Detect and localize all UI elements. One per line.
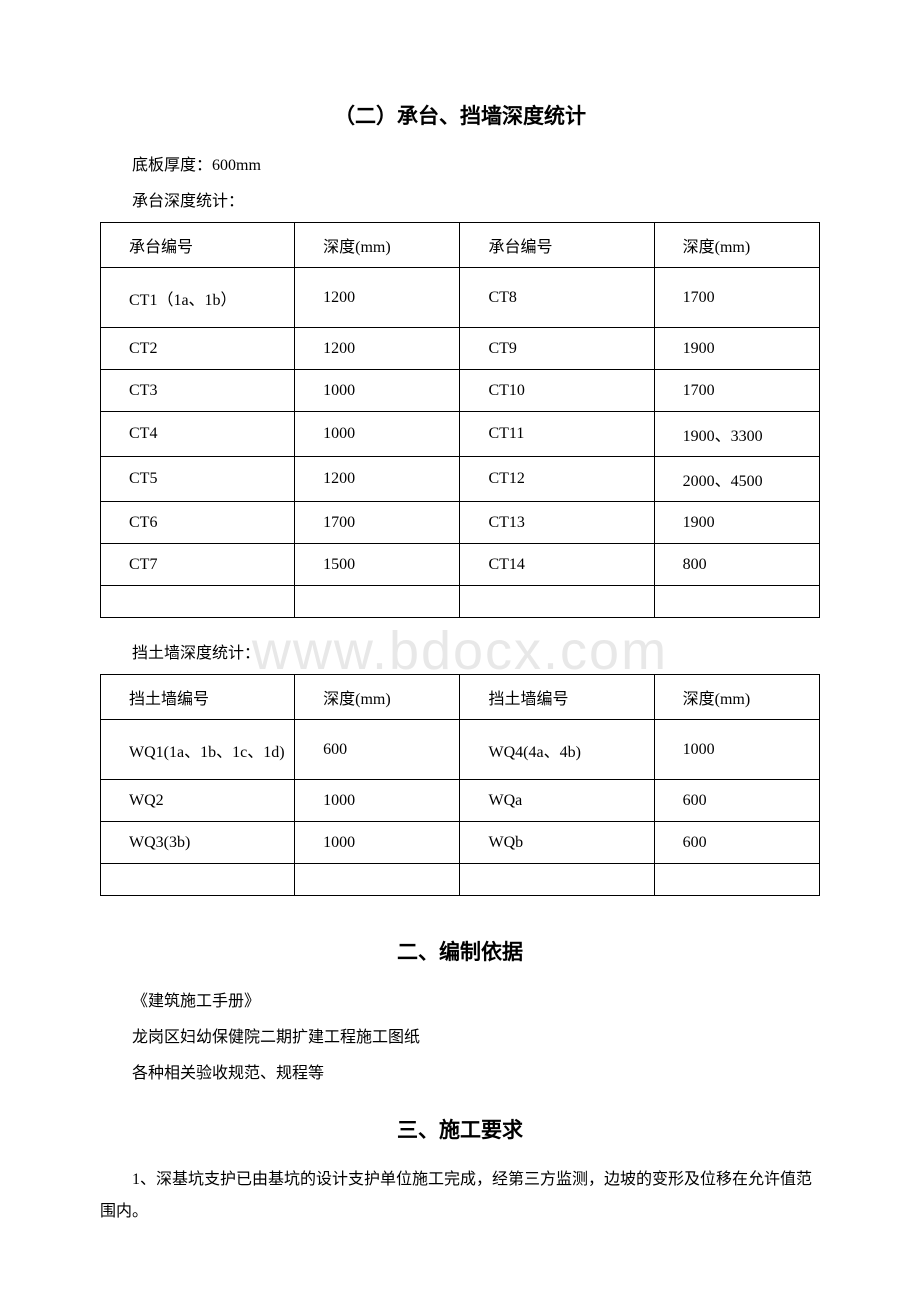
table-cell: CT2 <box>101 328 295 370</box>
table-cell: 1700 <box>295 502 460 544</box>
table-row <box>101 864 820 896</box>
basis-item: 《建筑施工手册》 <box>100 986 820 1018</box>
table-row: WQ1(1a、1b、1c、1d) 600 WQ4(4a、4b) 1000 <box>101 720 820 780</box>
table-cell: WQa <box>460 780 654 822</box>
table-header: 承台编号 <box>101 223 295 268</box>
table-row: CT5 1200 CT12 2000、4500 <box>101 457 820 502</box>
text-ct-stats-label: 承台深度统计： <box>100 186 820 218</box>
table-cell: CT7 <box>101 544 295 586</box>
table-cell: CT10 <box>460 370 654 412</box>
table-cell: 1000 <box>295 822 460 864</box>
table-cell <box>654 864 819 896</box>
table-cell: 1900 <box>654 328 819 370</box>
table-cell: WQb <box>460 822 654 864</box>
table-cell <box>460 864 654 896</box>
basis-item: 龙岗区妇幼保健院二期扩建工程施工图纸 <box>100 1022 820 1054</box>
table-cell: CT14 <box>460 544 654 586</box>
text-base-thickness: 底板厚度：600mm <box>100 150 820 182</box>
table-cell: CT4 <box>101 412 295 457</box>
table-row: 挡土墙编号 深度(mm) 挡土墙编号 深度(mm) <box>101 675 820 720</box>
document-content: （二）承台、挡墙深度统计 底板厚度：600mm 承台深度统计： 承台编号 深度(… <box>100 100 820 1228</box>
table-cell <box>460 586 654 618</box>
table-cell <box>295 864 460 896</box>
table-cell: 800 <box>654 544 819 586</box>
section1-title: （二）承台、挡墙深度统计 <box>100 100 820 130</box>
table-cell: 1900、3300 <box>654 412 819 457</box>
table-header: 深度(mm) <box>654 223 819 268</box>
table-cell: 600 <box>654 780 819 822</box>
table-cell: CT5 <box>101 457 295 502</box>
table-header: 深度(mm) <box>295 675 460 720</box>
table-row <box>101 586 820 618</box>
table-ct-depth: 承台编号 深度(mm) 承台编号 深度(mm) CT1（1a、1b） 1200 … <box>100 222 820 618</box>
table-row: WQ2 1000 WQa 600 <box>101 780 820 822</box>
table-cell: 1000 <box>295 370 460 412</box>
table-cell: WQ2 <box>101 780 295 822</box>
table-cell: WQ4(4a、4b) <box>460 720 654 780</box>
table-cell: 1900 <box>654 502 819 544</box>
table-cell: CT8 <box>460 268 654 328</box>
table-cell: 1000 <box>295 412 460 457</box>
basis-item: 各种相关验收规范、规程等 <box>100 1058 820 1090</box>
table-row: CT2 1200 CT9 1900 <box>101 328 820 370</box>
section2-title: 二、编制依据 <box>100 936 820 966</box>
table-cell: CT13 <box>460 502 654 544</box>
requirement-text: 1、深基坑支护已由基坑的设计支护单位施工完成，经第三方监测，边坡的变形及位移在允… <box>100 1164 820 1228</box>
table-cell: CT9 <box>460 328 654 370</box>
table-header: 承台编号 <box>460 223 654 268</box>
table-cell: CT11 <box>460 412 654 457</box>
table-cell: 1500 <box>295 544 460 586</box>
table-cell: 1200 <box>295 268 460 328</box>
table-row: CT3 1000 CT10 1700 <box>101 370 820 412</box>
table-cell <box>101 586 295 618</box>
table-cell: CT3 <box>101 370 295 412</box>
table-cell: 600 <box>295 720 460 780</box>
table-row: CT4 1000 CT11 1900、3300 <box>101 412 820 457</box>
table-row: 承台编号 深度(mm) 承台编号 深度(mm) <box>101 223 820 268</box>
table-row: WQ3(3b) 1000 WQb 600 <box>101 822 820 864</box>
table-row: CT6 1700 CT13 1900 <box>101 502 820 544</box>
table-cell <box>295 586 460 618</box>
table-header: 挡土墙编号 <box>460 675 654 720</box>
table-cell <box>101 864 295 896</box>
table-row: CT7 1500 CT14 800 <box>101 544 820 586</box>
table-cell: 600 <box>654 822 819 864</box>
table-header: 挡土墙编号 <box>101 675 295 720</box>
section3-title: 三、施工要求 <box>100 1114 820 1144</box>
table-cell <box>654 586 819 618</box>
table-row: CT1（1a、1b） 1200 CT8 1700 <box>101 268 820 328</box>
table-header: 深度(mm) <box>654 675 819 720</box>
table-cell: 1200 <box>295 457 460 502</box>
table-cell: 2000、4500 <box>654 457 819 502</box>
table-cell: 1000 <box>295 780 460 822</box>
table-cell: CT1（1a、1b） <box>101 268 295 328</box>
table-cell: 1000 <box>654 720 819 780</box>
table-cell: CT6 <box>101 502 295 544</box>
table-wall-depth: 挡土墙编号 深度(mm) 挡土墙编号 深度(mm) WQ1(1a、1b、1c、1… <box>100 674 820 896</box>
text-wall-stats-label: 挡土墙深度统计： <box>100 638 820 670</box>
table-cell: 1700 <box>654 268 819 328</box>
table-cell: 1700 <box>654 370 819 412</box>
table-header: 深度(mm) <box>295 223 460 268</box>
table-cell: WQ3(3b) <box>101 822 295 864</box>
table-cell: 1200 <box>295 328 460 370</box>
table-cell: WQ1(1a、1b、1c、1d) <box>101 720 295 780</box>
table-cell: CT12 <box>460 457 654 502</box>
